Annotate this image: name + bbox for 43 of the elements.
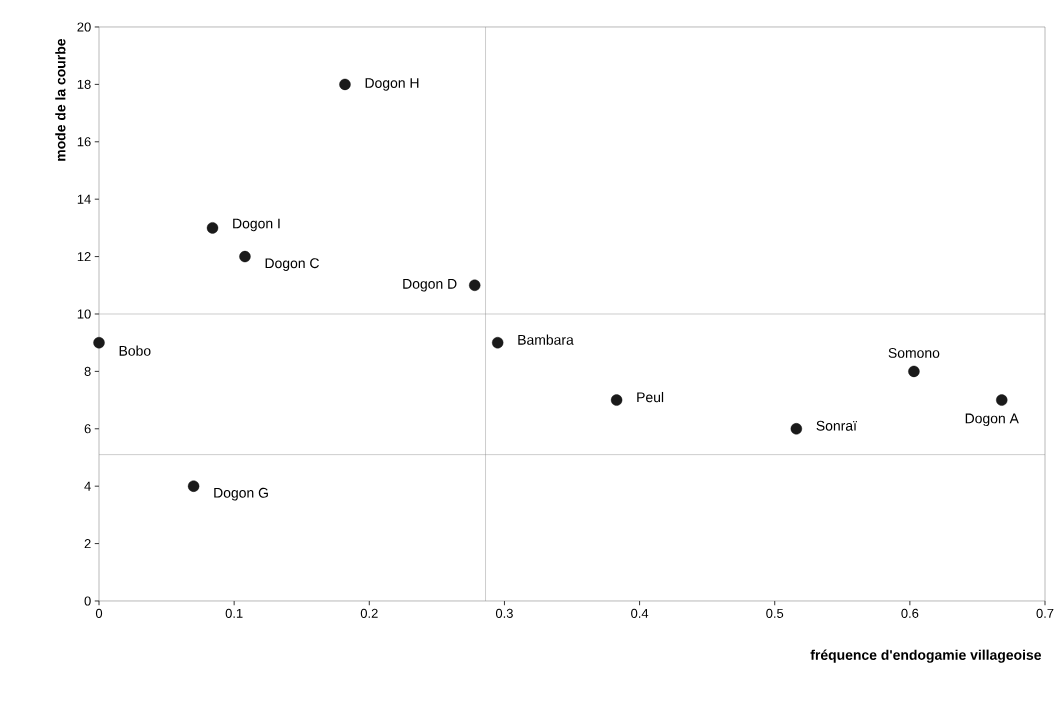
annotation: Dogon G	[214, 487, 268, 501]
point	[93, 336, 105, 349]
y-tick-label: 10	[77, 309, 91, 319]
annotation: Bobo	[119, 345, 151, 356]
y-tick-label: 6	[84, 424, 91, 434]
point	[239, 250, 251, 263]
x-tick-label: 0.3	[495, 608, 513, 618]
x-tick-label: 0.2	[360, 608, 378, 618]
x-tick-label: 0.1	[225, 608, 243, 618]
point	[187, 480, 200, 492]
x-tick-label: 0	[95, 608, 103, 618]
annotation: Dogon C	[265, 258, 319, 271]
x-tick-label: 0.5	[766, 608, 784, 618]
x-tick-label: 0.7	[1036, 608, 1054, 618]
x-tick-label: 0.4	[631, 608, 649, 618]
y-tick-label: 2	[84, 539, 91, 549]
point	[996, 394, 1008, 406]
point	[339, 78, 351, 91]
x-tick-label: 0.6	[901, 608, 919, 618]
annotation: Dogon H	[365, 78, 419, 91]
y-tick-label: 20	[77, 22, 91, 32]
annotation: Bambara	[518, 334, 574, 345]
y-tick-label: 0	[84, 596, 91, 606]
point	[491, 336, 504, 349]
point	[790, 423, 803, 435]
point	[610, 394, 623, 406]
y-tick-label: 8	[84, 366, 91, 376]
annotation: Sonraï	[816, 420, 857, 431]
y-tick-label: 12	[77, 252, 91, 262]
point	[206, 222, 219, 234]
y-tick-label: 14	[77, 194, 91, 204]
y-axis-title: mode de la courbe	[55, 38, 66, 161]
annotation: Peul	[637, 391, 664, 403]
annotation: Somono	[888, 347, 940, 358]
y-tick-label: 16	[77, 137, 91, 147]
y-tick-label: 4	[84, 481, 91, 491]
annotation: Dogon A	[965, 413, 1019, 427]
y-tick-label: 18	[77, 79, 91, 89]
point	[908, 365, 920, 378]
point	[469, 279, 481, 291]
annotation: Dogon I	[233, 218, 280, 232]
x-axis-title: fréquence d'endogamie villageoise	[810, 649, 1042, 663]
annotation: Dogon D	[403, 279, 457, 292]
